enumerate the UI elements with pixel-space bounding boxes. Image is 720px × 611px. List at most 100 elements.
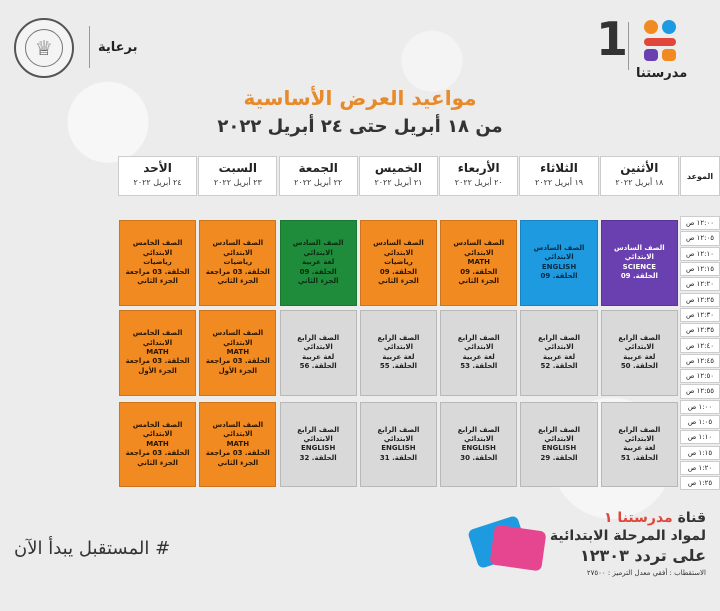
program-slot-line: الصف السادس الابتدائي bbox=[212, 329, 264, 347]
program-slot-line: الصف السادس الابتدائي bbox=[373, 239, 424, 257]
program-slot-line: الصف الرابع الابتدائي bbox=[377, 333, 420, 352]
channel-subject-line: لمواد المرحلة الابتدائية bbox=[549, 528, 706, 544]
program-slot: الصف الرابع الابتدائي ENGLISH الحلقة. 29 bbox=[520, 401, 598, 488]
sponsor-label: برعاية bbox=[98, 40, 138, 55]
program-slot-line: الصف السادس الابتدائي bbox=[533, 244, 585, 262]
time-slot-label: ١٢:٣٠ ص bbox=[680, 307, 720, 323]
program-slot-line: الحلقة. 09 bbox=[540, 272, 578, 281]
day-date: ٢٢ أبريل ٢٠٢٢ bbox=[294, 178, 343, 187]
program-slot-line: MATH bbox=[146, 439, 169, 448]
program-slot-line: الجزء الثاني bbox=[137, 277, 178, 286]
day-date: ٢٠ أبريل ٢٠٢٢ bbox=[454, 178, 503, 187]
program-slot-line: الصف الرابع الابتدائي bbox=[297, 333, 340, 352]
channel-line-prefix: قناة bbox=[677, 510, 706, 526]
program-slot-line: الصف السادس الابتدائي bbox=[212, 420, 264, 439]
day-header: الأربعاء ٢٠ أبريل ٢٠٢٢ bbox=[439, 156, 519, 196]
program-slot-line: الحلقة. 03 مراجعة bbox=[125, 357, 190, 366]
program-slot-line: ENGLISH bbox=[381, 444, 416, 453]
time-slot-label: ١:١٠ ص bbox=[680, 430, 720, 445]
program-slot-line: لغة عربية bbox=[462, 352, 495, 361]
program-slot-line: الحلقة. 09 bbox=[299, 267, 337, 276]
day-date: ٢٤ أبريل ٢٠٢٢ bbox=[133, 178, 182, 187]
time-slot-label: ١:٠٥ ص bbox=[680, 414, 720, 430]
program-slot-line: لغة عربية bbox=[302, 258, 335, 267]
program-slot: الصف السادس الابتدائي MATH الحلقة. 03 مراج… bbox=[199, 309, 277, 396]
day-header: الثلاثاء ١٩ أبريل ٢٠٢٢ bbox=[519, 156, 599, 196]
program-slot-line: الحلقة. 52 bbox=[540, 362, 578, 371]
program-slot-line: الحلقة. 29 bbox=[540, 453, 578, 462]
time-slot-label: ١٢:٣٥ ص bbox=[680, 323, 720, 338]
program-slot: الصف السادس الابتدائي رياضيات الحلقة. 03 م… bbox=[199, 220, 277, 306]
time-slot-label: ١٢:٤٥ ص bbox=[680, 353, 720, 368]
program-slot-line: الحلقة. 51 bbox=[620, 453, 658, 462]
day-date: ٢١ أبريل ٢٠٢٢ bbox=[374, 178, 423, 187]
day-header: السبت ٢٣ أبريل ٢٠٢٢ bbox=[198, 156, 278, 196]
program-slot-line: الصف الرابع الابتدائي bbox=[457, 425, 500, 444]
program-slot-line: الحلقة. 50 bbox=[620, 362, 658, 371]
program-slot-line: الحلقة. 56 bbox=[299, 362, 337, 371]
program-slot-line: الجزء الأول bbox=[218, 366, 258, 375]
time-slot-label: ١٢:٠٠ ص bbox=[680, 216, 720, 231]
day-name: الجمعة bbox=[298, 161, 338, 175]
program-slot-line: الحلقة. 09 bbox=[460, 267, 498, 276]
program-slot-line: الصف الخامس الابتدائي bbox=[132, 420, 183, 439]
time-slot-label: ١٢:٥٠ ص bbox=[680, 369, 720, 384]
program-slot: الصف الرابع الابتدائي لغة عربية الحلقة. 51 bbox=[600, 401, 678, 488]
program-slot: الصف السادس الابتدائي ENGLISH الحلقة. 09 bbox=[520, 220, 598, 306]
header-divider bbox=[89, 26, 90, 68]
program-slot-line: الصف الخامس الابتدائي bbox=[132, 329, 183, 347]
program-slot-line: لغة عربية bbox=[302, 352, 335, 361]
day-name: السبت bbox=[218, 161, 258, 175]
channel-number: 1 bbox=[596, 12, 629, 66]
time-column-header: الموعد bbox=[680, 156, 720, 196]
program-slot: الصف الرابع الابتدائي لغة عربية الحلقة. 55 bbox=[359, 309, 438, 396]
program-slot-line: الصف الخامس الابتدائي bbox=[132, 239, 183, 257]
program-slot-line: الحلقة. 31 bbox=[379, 453, 417, 462]
program-slot-line: الحلقة. 09 bbox=[620, 272, 658, 281]
program-slot-line: الصف الرابع الابتدائي bbox=[377, 425, 420, 444]
program-slot: الصف الرابع الابتدائي لغة عربية الحلقة. 52 bbox=[520, 309, 598, 396]
page-title: مواعيد العرض الأساسية bbox=[243, 86, 477, 110]
channel-shapes-icon bbox=[640, 20, 692, 64]
program-slot-line: الصف السادس الابتدائي bbox=[453, 239, 505, 257]
channel-line-name: مدرستنا ١ bbox=[604, 510, 673, 526]
day-header: الجمعة ٢٢ أبريل ٢٠٢٢ bbox=[278, 156, 358, 196]
day-name: الأحد bbox=[143, 161, 172, 175]
program-slot-line: الصف الرابع الابتدائي bbox=[618, 425, 661, 444]
day-name: الأثنين bbox=[620, 161, 659, 175]
time-slot-label: ١٢:٢٥ ص bbox=[680, 292, 720, 307]
program-slot-line: MATH bbox=[226, 439, 250, 448]
program-slot: الصف الرابع الابتدائي ENGLISH الحلقة. 30 bbox=[440, 401, 518, 488]
program-slot: الصف السادس الابتدائي رياضيات الحلقة. 09 ال… bbox=[359, 220, 438, 306]
header: ♕ برعاية 1 مدرستنا bbox=[0, 0, 720, 90]
program-slot-line: الحلقة. 53 bbox=[460, 362, 498, 371]
day-name: الثلاثاء bbox=[540, 161, 578, 175]
program-slot: الصف الرابع الابتدائي لغة عربية الحلقة. 53 bbox=[440, 309, 518, 396]
ministry-seal-logo: ♕ bbox=[14, 18, 74, 78]
program-slot: الصف السادس الابتدائي SCIENCE الحلقة. 09 bbox=[600, 220, 678, 306]
program-slot: الصف الرابع الابتدائي ENGLISH الحلقة. 32 bbox=[279, 401, 357, 488]
channel-tech-specs: الاستقطاب : أفقي معدل الترميز : ٢٧٥٠٠ bbox=[586, 569, 706, 577]
program-slot-line: ENGLISH bbox=[300, 444, 336, 453]
program-slot-line: SCIENCE bbox=[622, 262, 657, 271]
program-slot-line: الجزء الأول bbox=[138, 366, 177, 375]
program-slot-line: MATH bbox=[467, 258, 490, 267]
program-slot-line: الحلقة. 03 مراجعة bbox=[205, 267, 270, 276]
book-illustration-icon bbox=[489, 524, 547, 572]
program-slot-line: الجزء الثاني bbox=[458, 277, 500, 286]
program-slot-line: الصف الرابع الابتدائي bbox=[538, 333, 580, 352]
time-slot-label: ١٢:٠٥ ص bbox=[680, 231, 720, 246]
program-slot-line: الصف السادس الابتدائي bbox=[613, 244, 665, 262]
program-slot-line: الصف الرابع الابتدائي bbox=[538, 425, 580, 444]
day-header: الخميس ٢١ أبريل ٢٠٢٢ bbox=[358, 156, 439, 196]
program-slot-line: MATH bbox=[226, 347, 250, 356]
time-slot-label: ١٢:١٥ ص bbox=[680, 261, 720, 277]
time-slot-label: ١٢:١٠ ص bbox=[680, 246, 720, 261]
program-slot-line: MATH bbox=[146, 347, 169, 356]
program-slot-line: ENGLISH bbox=[461, 444, 496, 453]
day-name: الخميس bbox=[374, 161, 423, 175]
time-slot-label: ١٢:٥٥ ص bbox=[680, 384, 720, 399]
channel-logo: 1 مدرستنا bbox=[596, 14, 706, 86]
program-slot: الصف الخامس الابتدائي MATH الحلقة. 03 مراج… bbox=[118, 309, 197, 396]
program-slot-line: ENGLISH bbox=[541, 444, 577, 453]
